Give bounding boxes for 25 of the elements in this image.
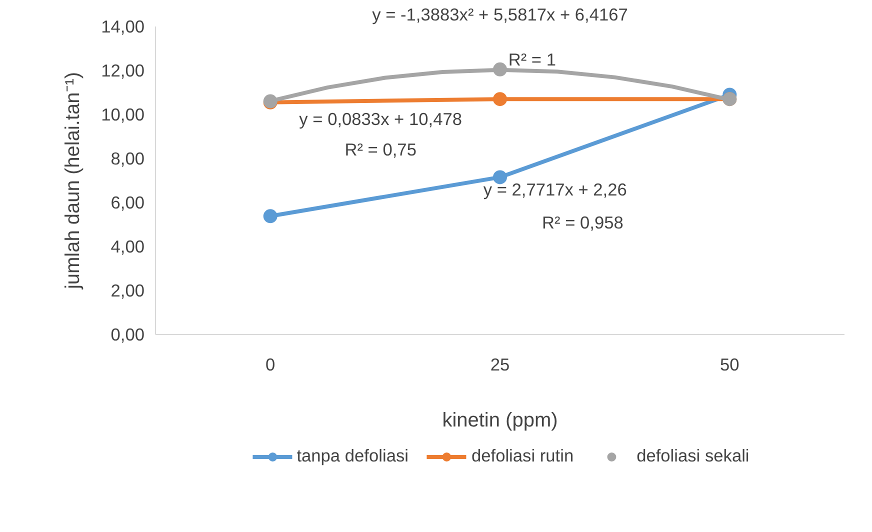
y-tick-label: 10,00: [101, 104, 145, 124]
x-axis-title: kinetin (ppm): [442, 410, 558, 432]
y-tick-label: 14,00: [101, 16, 145, 36]
text: y = -1,3883x² + 5,5817x + 6,4167: [372, 4, 628, 24]
y-tick-label: 6,00: [110, 192, 145, 212]
annotation: y = 0,0833x + 10,478: [299, 108, 462, 129]
y-tick-label: 0,00: [110, 324, 145, 344]
annotation: R² = 1: [508, 50, 556, 70]
x-tick-label: 50: [720, 354, 740, 374]
point: [493, 92, 507, 106]
y-tick-label: 12,00: [101, 60, 145, 80]
annotation: R² = 0,75: [344, 140, 416, 160]
legend-label: tanpa defoliasi: [296, 446, 408, 466]
y-tick-label: 8,00: [110, 148, 145, 168]
y-axis-title: jumlah daun (helai.tan⁻¹): [62, 72, 84, 290]
annotation: y = 2,7717x + 2,26: [483, 179, 627, 200]
x-tick-label: 0: [266, 354, 276, 374]
legend-label: defoliasi rutin: [471, 446, 574, 466]
point: [493, 170, 507, 184]
point: [263, 209, 278, 224]
legend-label: defoliasi sekali: [636, 446, 750, 466]
annotation: R² = 0,958: [542, 212, 624, 232]
x-tick-label: 25: [490, 354, 510, 374]
y-tick-label: 2,00: [110, 280, 145, 300]
y-tick-label: 4,00: [110, 236, 145, 256]
